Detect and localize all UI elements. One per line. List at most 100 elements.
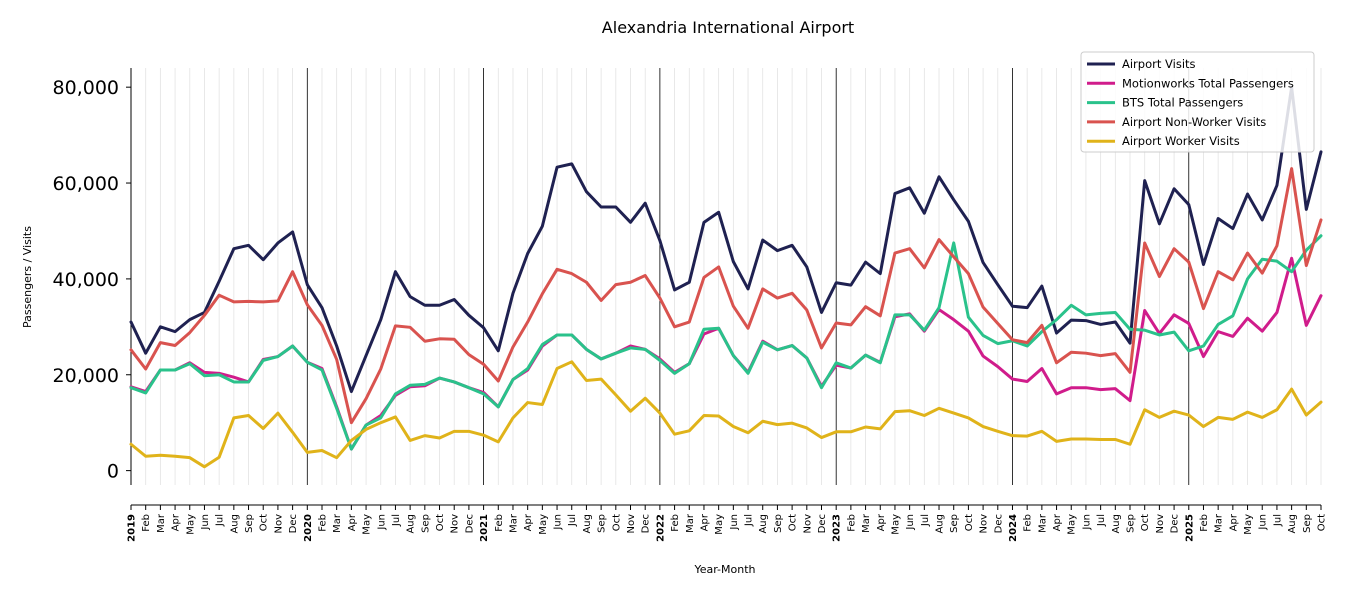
legend-label: Airport Non-Worker Visits xyxy=(1122,115,1266,129)
x-tick-label: Sep xyxy=(597,514,608,533)
x-tick-label: May xyxy=(538,514,549,535)
x-tick-label: Jul xyxy=(920,514,931,527)
x-tick-label: Jul xyxy=(744,514,755,527)
x-tick-label: Apr xyxy=(523,513,534,531)
x-tick-label: Sep xyxy=(1126,514,1137,533)
x-tick-label: 2025 xyxy=(1184,514,1195,542)
x-tick-label: Apr xyxy=(347,513,358,531)
legend-label: Airport Worker Visits xyxy=(1122,134,1240,148)
x-tick-label: 2022 xyxy=(655,514,666,542)
x-tick-label: Feb xyxy=(1199,514,1210,532)
x-axis-label: Year-Month xyxy=(693,563,755,576)
x-tick-label: Feb xyxy=(317,514,328,532)
x-tick-label: Apr xyxy=(699,513,710,531)
x-tick-label: Nov xyxy=(626,514,637,534)
x-tick-label: Mar xyxy=(685,513,696,533)
y-axis-label: Passengers / Visits xyxy=(21,226,34,328)
x-tick-label: 2020 xyxy=(303,514,314,542)
x-tick-label: Jul xyxy=(1272,514,1283,527)
series-line-1 xyxy=(129,85,1323,394)
x-tick-label: Jun xyxy=(1258,514,1269,531)
series-line-4 xyxy=(129,167,1323,425)
x-tick-label: 2024 xyxy=(1008,514,1019,542)
x-tick-label: Jun xyxy=(905,514,916,531)
axes xyxy=(126,68,1322,510)
x-tick-label: Aug xyxy=(1287,514,1298,534)
x-tick-label: Oct xyxy=(435,514,446,531)
legend-label: BTS Total Passengers xyxy=(1122,96,1243,110)
x-tick-label: Dec xyxy=(993,514,1004,533)
x-tick-label: Feb xyxy=(141,514,152,532)
legend-box xyxy=(1080,51,1315,153)
x-tick-label: 2019 xyxy=(127,514,138,542)
x-tick-label: Jun xyxy=(553,514,564,531)
x-tick-label: Jul xyxy=(567,514,578,527)
legend: Airport Visits Motionworks Total Passenge… xyxy=(1080,51,1315,153)
x-tick-label: Nov xyxy=(802,514,813,534)
x-tick-label: Jun xyxy=(729,514,740,531)
x-tick-label: Aug xyxy=(582,514,593,534)
x-tick-label: Oct xyxy=(964,514,975,531)
x-tick-label: Feb xyxy=(1023,514,1034,532)
x-tick-label: Sep xyxy=(420,514,431,533)
x-tick-label: Oct xyxy=(611,514,622,531)
series-line-3 xyxy=(129,234,1323,451)
x-tick-label: Dec xyxy=(464,514,475,533)
x-tick-label: Jun xyxy=(1081,514,1092,531)
y-tick-label: 80,000 xyxy=(53,77,119,99)
x-tick-label: 2021 xyxy=(479,514,490,542)
series-line-5 xyxy=(129,360,1323,469)
x-tick-label: Sep xyxy=(773,514,784,533)
x-tick-label: May xyxy=(714,514,725,535)
x-tick-label: Jun xyxy=(376,514,387,531)
x-tick-label: Aug xyxy=(406,514,417,534)
x-tick-label: Aug xyxy=(758,514,769,534)
x-tick-label: Sep xyxy=(244,514,255,533)
x-tick-label: Mar xyxy=(1214,513,1225,533)
x-tick-label: Mar xyxy=(861,513,872,533)
y-tick-label: 0 xyxy=(107,461,119,483)
x-tick-label: May xyxy=(1243,514,1254,535)
y-tick-label: 40,000 xyxy=(53,269,119,291)
x-tick-label: 2023 xyxy=(832,514,843,542)
y-tick-label: 20,000 xyxy=(53,365,119,387)
x-tick-label: Aug xyxy=(1111,514,1122,534)
x-tick-label: Nov xyxy=(1155,514,1166,534)
x-tick-label: Dec xyxy=(817,514,828,533)
x-tick-label: Jul xyxy=(391,514,402,527)
x-tick-label: May xyxy=(1067,514,1078,535)
x-tick-label: Jul xyxy=(215,514,226,527)
x-tick-label: Feb xyxy=(670,514,681,532)
x-tick-label: Mar xyxy=(1037,513,1048,533)
x-tick-label: May xyxy=(362,514,373,535)
x-tick-label: Nov xyxy=(450,514,461,534)
chart-title: Alexandria International Airport xyxy=(602,18,854,37)
x-tick-label: Sep xyxy=(949,514,960,533)
x-tick-label: Mar xyxy=(508,513,519,533)
x-tick-label: Oct xyxy=(259,514,270,531)
x-tick-label: Oct xyxy=(788,514,799,531)
x-tick-label: Nov xyxy=(273,514,284,534)
x-tick-label: Apr xyxy=(876,513,887,531)
x-tick-label: Mar xyxy=(332,513,343,533)
x-tick-label: Dec xyxy=(1170,514,1181,533)
x-tick-label: Feb xyxy=(846,514,857,532)
x-tick-label: May xyxy=(185,514,196,535)
x-tick-labels: 2019 Feb Mar Apr May Jun Jul Aug Sep Oct Nov Dec 202… xyxy=(127,513,1328,542)
x-tick-label: Mar xyxy=(156,513,167,533)
x-tick-label: Dec xyxy=(288,514,299,533)
x-tick-label: Oct xyxy=(1317,514,1328,531)
legend-label: Motionworks Total Passengers xyxy=(1122,76,1294,90)
y-tick-labels: 0 20,000 40,000 60,000 80,000 xyxy=(53,77,119,482)
x-tick-label: Aug xyxy=(229,514,240,534)
x-tick-label: Aug xyxy=(935,514,946,534)
x-tick-label: Jul xyxy=(1096,514,1107,527)
x-tick-label: Sep xyxy=(1302,514,1313,533)
x-tick-label: Apr xyxy=(1228,513,1239,531)
x-tick-label: Nov xyxy=(979,514,990,534)
x-tick-label: Apr xyxy=(1052,513,1063,531)
x-tick-label: May xyxy=(890,514,901,535)
x-tick-label: Jun xyxy=(200,514,211,531)
